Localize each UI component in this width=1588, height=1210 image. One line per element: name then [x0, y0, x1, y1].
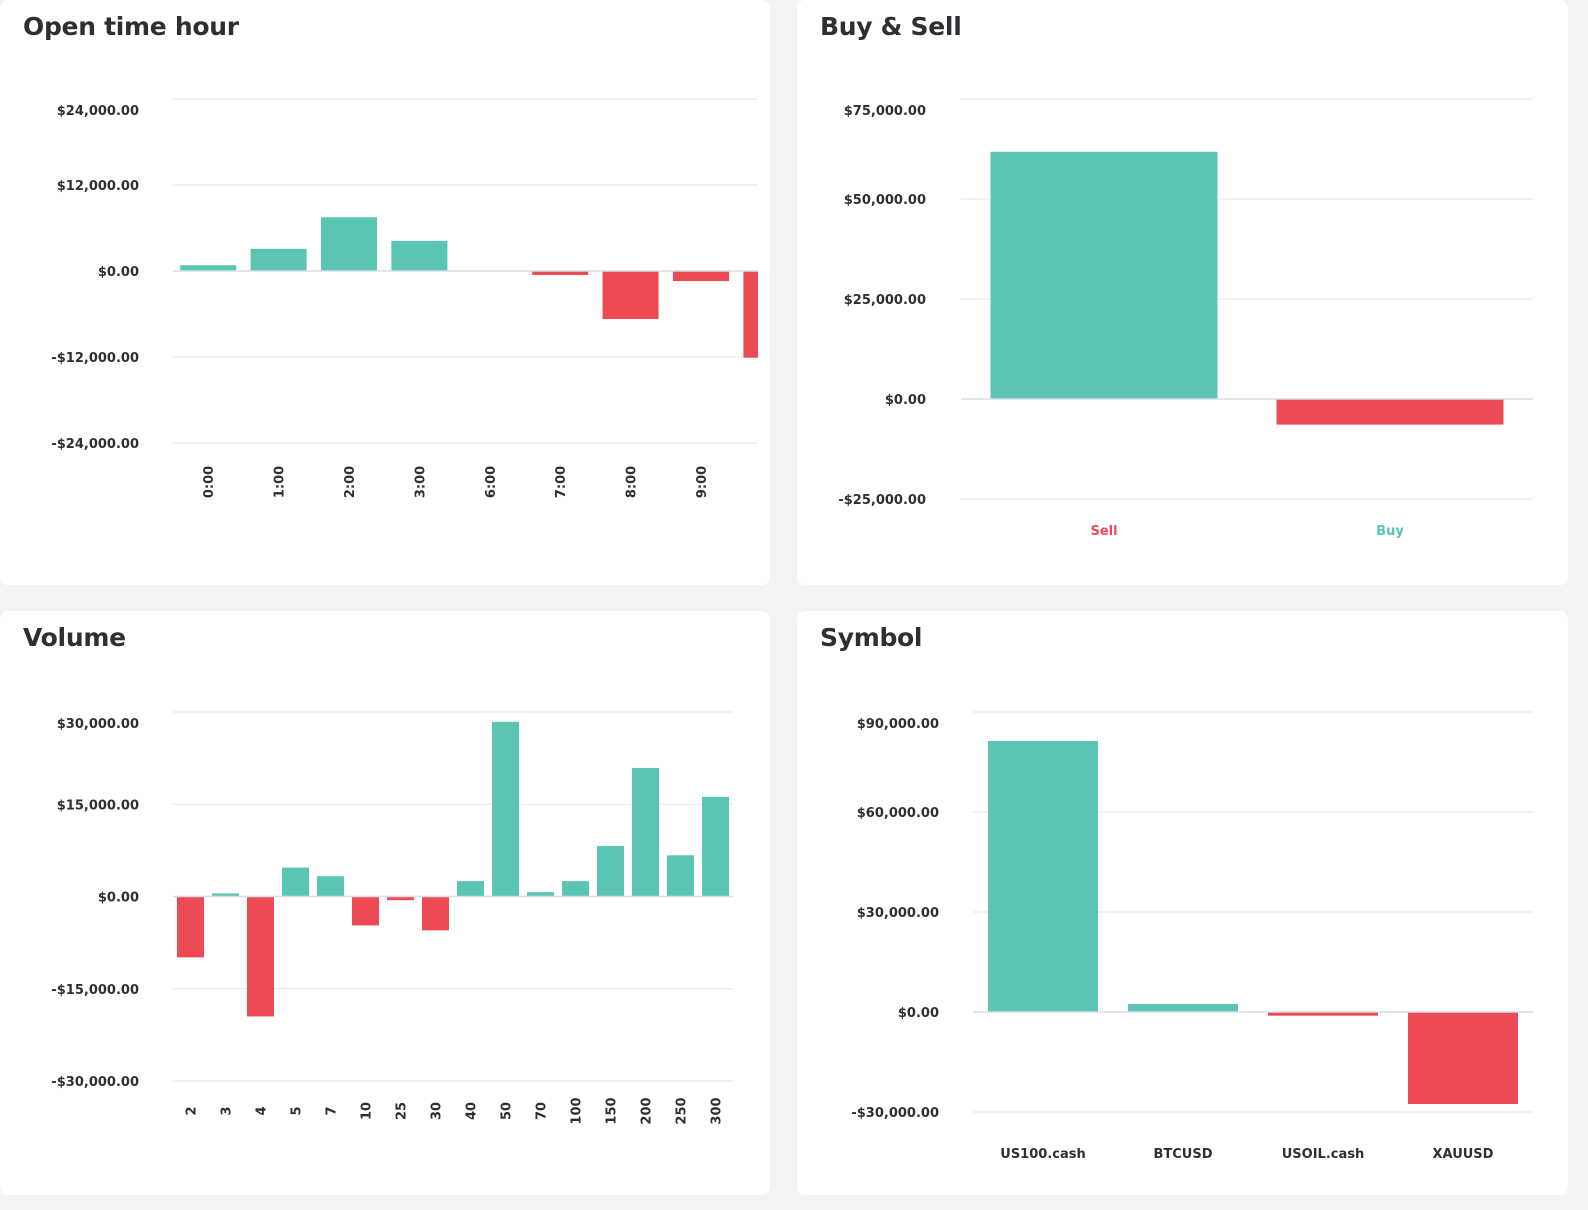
bar	[702, 796, 729, 897]
y-tick-label: -$30,000.00	[51, 1075, 139, 1090]
x-tick-label: 250	[675, 1097, 690, 1124]
bars	[180, 217, 758, 358]
x-tick-label: 1:00	[273, 466, 288, 498]
bar	[247, 896, 274, 1017]
bar	[422, 896, 449, 931]
x-tick-label: USOIL.cash	[1282, 1147, 1365, 1162]
bar	[352, 896, 379, 926]
y-tick-label: $50,000.00	[844, 193, 926, 208]
bar	[1268, 1012, 1378, 1016]
x-tick-label: 50	[500, 1102, 515, 1120]
x-tick-label: 8:00	[625, 466, 640, 498]
x-tick-label: 7:00	[554, 466, 569, 498]
x-tick-label: 150	[605, 1097, 620, 1124]
bar	[1408, 1012, 1518, 1104]
bar	[282, 867, 309, 897]
bar	[387, 896, 414, 901]
x-tick-label: 300	[710, 1097, 725, 1124]
x-tick-label: 3	[220, 1106, 235, 1115]
symbol-chart: $90,000.00 $60,000.00 $30,000.00 $0.00 -$30,…	[851, 711, 1533, 1162]
x-tick-label: 70	[535, 1102, 550, 1120]
x-tick-label: 6:00	[484, 466, 499, 498]
x-tick-label: Buy	[1376, 524, 1404, 539]
bar	[632, 767, 659, 897]
bars	[988, 741, 1518, 1104]
bar	[321, 217, 377, 271]
volume-chart: $30,000.00 $15,000.00 $0.00 -$15,000.00 -$30…	[51, 711, 733, 1125]
symbol-card: Symbol $90,000.00 $60,000.00 $30,000.00 $0.…	[797, 611, 1568, 1195]
y-tick-label: $90,000.00	[857, 717, 939, 732]
open-time-hour-chart: $24,000.00 $12,000.00 $0.00 -$12,000.00 -$24…	[51, 98, 758, 498]
bar	[180, 265, 237, 271]
x-tick-label: 9:00	[695, 466, 710, 498]
bar	[532, 271, 589, 275]
y-tick-label: $60,000.00	[857, 806, 939, 821]
x-tick-label: Sell	[1090, 524, 1117, 539]
x-tick-label: 25	[395, 1102, 410, 1120]
bar	[212, 893, 239, 897]
bar	[597, 846, 624, 897]
x-tick-label: 2:00	[343, 466, 358, 498]
x-tick-label: 5	[290, 1106, 305, 1115]
bar	[990, 151, 1218, 399]
x-tick-label: BTCUSD	[1153, 1147, 1212, 1162]
open-time-hour-card: Open time hour $24,000.00 $12,000.00 $0.00…	[0, 0, 770, 585]
y-tick-label: $25,000.00	[844, 293, 926, 308]
x-tick-label: 10	[360, 1102, 375, 1120]
y-tick-label: -$12,000.00	[51, 351, 139, 366]
y-tick-label: $15,000.00	[57, 798, 139, 813]
x-tick-label: 3:00	[413, 466, 428, 498]
y-tick-label: $0.00	[885, 393, 926, 408]
bar	[988, 741, 1098, 1012]
buy-sell-card: Buy & Sell $75,000.00 $50,000.00 $25,000.0…	[797, 0, 1568, 585]
x-tick-label: 2	[185, 1106, 200, 1115]
y-tick-label: $30,000.00	[57, 717, 139, 732]
bar	[391, 240, 448, 271]
bars	[990, 151, 1504, 425]
buy-sell-chart: $75,000.00 $50,000.00 $25,000.00 $0.00 -$25,…	[838, 98, 1533, 539]
x-tick-label: 200	[640, 1097, 655, 1124]
bar	[527, 892, 554, 897]
y-tick-label: $75,000.00	[844, 104, 926, 119]
bar	[667, 855, 694, 897]
volume-card: Volume $30,000.00 $15,000.00 $0.00 -$15,000…	[0, 611, 770, 1195]
y-tick-label: $30,000.00	[857, 906, 939, 921]
bar	[457, 881, 484, 897]
y-tick-label: $12,000.00	[57, 179, 139, 194]
x-tick-label: 100	[570, 1097, 585, 1124]
bar	[492, 721, 519, 897]
y-tick-label: -$24,000.00	[51, 437, 139, 452]
x-tick-label: 40	[465, 1102, 480, 1120]
chart-title: Symbol	[820, 623, 923, 652]
chart-title: Buy & Sell	[820, 12, 962, 41]
y-tick-label: $0.00	[898, 1006, 939, 1021]
chart-title: Open time hour	[23, 12, 239, 41]
y-tick-label: $0.00	[98, 891, 139, 906]
y-tick-label: -$15,000.00	[51, 983, 139, 998]
y-tick-label: $0.00	[98, 265, 139, 280]
bar	[1276, 399, 1504, 425]
bar	[250, 248, 307, 271]
bar	[743, 271, 758, 358]
x-tick-label: 0:00	[202, 466, 217, 498]
x-tick-label: 30	[430, 1102, 445, 1120]
x-tick-label: 7	[325, 1106, 340, 1115]
x-tick-label: XAUUSD	[1433, 1147, 1494, 1162]
bar	[317, 876, 344, 897]
y-tick-label: -$30,000.00	[851, 1106, 939, 1121]
bar	[1128, 1004, 1238, 1012]
bar	[562, 881, 589, 897]
bars	[177, 721, 729, 1017]
x-tick-label: 4	[255, 1106, 270, 1115]
bar	[177, 896, 204, 958]
chart-title: Volume	[23, 623, 126, 652]
bar	[673, 271, 729, 282]
y-tick-label: $24,000.00	[57, 104, 139, 119]
x-tick-label: US100.cash	[1000, 1147, 1085, 1162]
y-tick-label: -$25,000.00	[838, 493, 926, 508]
bar	[602, 271, 659, 320]
